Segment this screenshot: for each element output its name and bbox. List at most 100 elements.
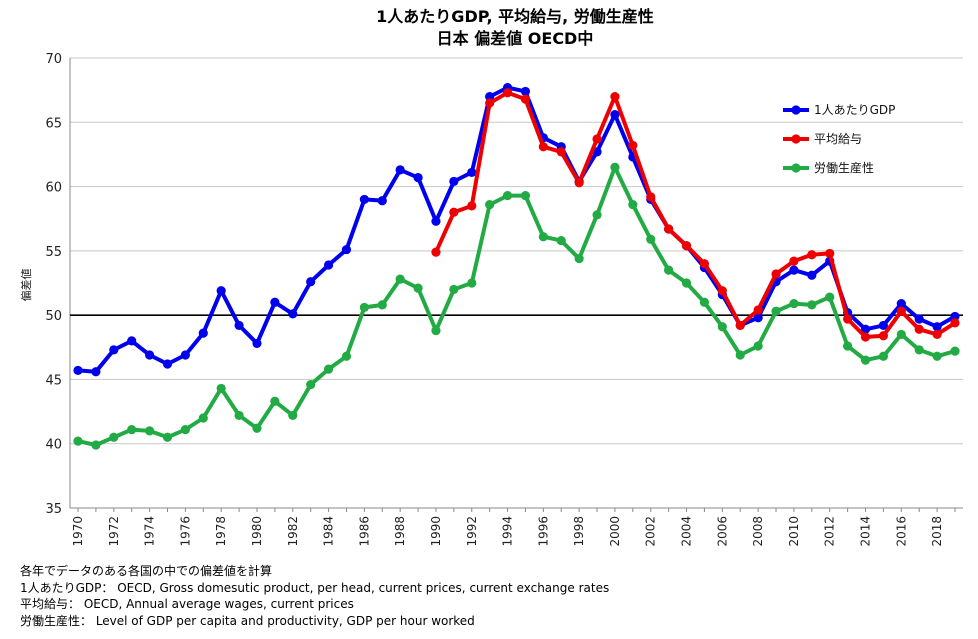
chart-subtitle: 日本 偏差値 OECD中 [437,29,594,48]
data-point [395,274,405,284]
data-point [878,351,889,361]
series-line [434,90,957,339]
data-point [681,241,692,251]
data-point [699,259,710,269]
data-point [377,300,387,310]
data-point [646,234,656,244]
data-point [825,248,835,259]
data-point [323,260,334,270]
data-point [91,367,101,377]
data-point [431,247,441,257]
data-point [628,140,638,151]
data-point [252,423,262,433]
data-point [162,359,173,369]
data-point [878,320,889,331]
data-point [878,331,889,341]
data-point [574,253,584,264]
data-point [950,346,960,356]
x-tick-label: 2006 [715,516,729,547]
data-point [610,162,620,172]
data-point [914,345,924,355]
data-point [252,338,262,349]
data-point [359,194,369,205]
data-point [843,314,853,324]
data-point [520,190,531,201]
data-point [449,207,459,217]
x-tick-label: 2008 [751,516,765,547]
data-point [717,286,727,296]
gridlines [70,57,963,509]
data-point [896,306,906,316]
y-tick-label: 60 [45,181,62,196]
source-notes: 各年でデータのある各国の中での偏差値を計算 1人あたりGDP： OECD, Gr… [20,563,609,629]
data-point [807,270,817,280]
data-point [825,292,835,302]
legend-label: 1人あたりGDP [814,103,895,117]
data-point [395,165,405,175]
axes [69,58,963,512]
x-tick-label: 1978 [214,516,228,547]
data-point [520,86,531,97]
data-point [592,210,602,220]
data-point [860,324,871,334]
tick-labels: 35 40 45 50 55 60 65 70 1970 1972 1974 1976 1978 1980… [45,52,944,547]
data-point [914,314,924,324]
data-point [843,341,853,351]
data-point [377,196,387,206]
data-point [735,320,745,331]
note-productivity-source: 労働生産性： Level of GDP per capita and produ… [20,613,475,628]
data-point [73,436,83,446]
y-tick-label: 65 [45,116,62,131]
x-tick-label: 1972 [107,516,121,547]
x-tick-label: 2016 [894,516,908,547]
data-point [485,91,495,102]
data-point [753,313,763,323]
x-tick-label: 2000 [608,516,622,547]
legend-label: 労働生産性 [814,160,874,175]
x-tick-label: 1970 [71,516,85,547]
data-point [306,277,316,287]
data-point [467,167,477,178]
data-point [323,364,334,374]
data-point [771,306,781,316]
x-tick-label: 2010 [787,516,801,547]
data-point [896,329,906,340]
data-point [753,341,763,351]
data-point [485,98,495,108]
data-point [896,298,906,309]
data-point [932,351,942,361]
data-point [234,410,244,421]
data-point [180,350,190,360]
data-point [127,424,137,435]
series-group [73,82,960,450]
data-point [502,190,513,201]
data-point [664,265,674,275]
data-point [341,244,352,255]
x-tick-label: 2004 [680,516,694,547]
legend-label: 平均給与 [814,132,862,146]
data-point [538,232,548,242]
data-point [735,350,745,360]
y-tick-label: 35 [45,502,62,517]
data-point [807,250,817,260]
data-point [520,94,531,104]
legend-marker [791,134,801,144]
data-point [681,278,692,288]
x-tick-label: 1988 [393,516,407,547]
data-point [413,283,423,293]
data-point [592,134,602,144]
data-point [753,305,763,315]
data-point [860,355,871,365]
data-point [431,216,441,226]
data-point [950,311,960,322]
legend-marker [791,105,801,115]
data-point [717,322,727,332]
note-gdp-source: 1人あたりGDP： OECD, Gross domesutic product,… [20,580,610,595]
series-line [76,165,957,447]
x-tick-label: 1980 [250,516,264,547]
x-tick-label: 1984 [322,516,336,547]
data-point [449,176,459,187]
data-point [431,325,441,336]
series-line [76,85,957,374]
